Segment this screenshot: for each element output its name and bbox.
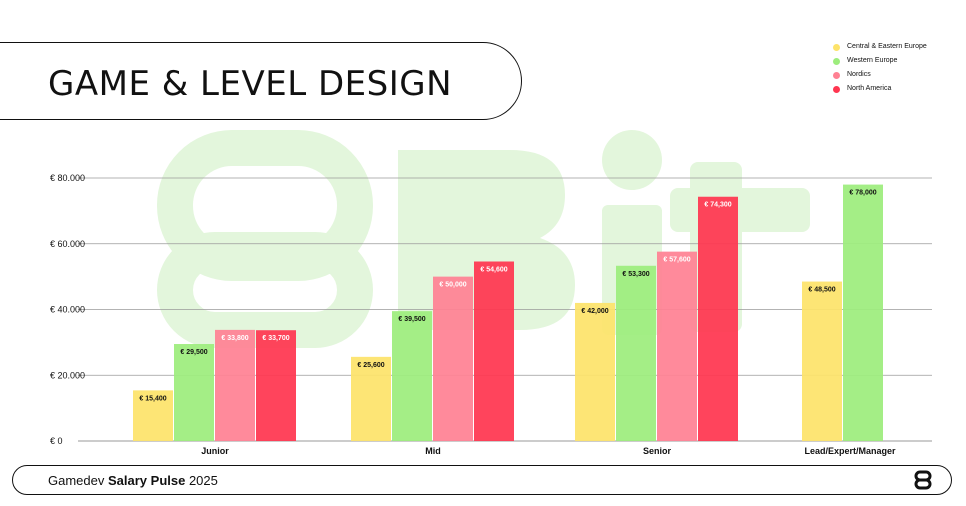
bar xyxy=(215,330,255,441)
bar xyxy=(802,282,842,441)
bar xyxy=(351,357,391,441)
footer-prefix: Gamedev xyxy=(48,473,104,488)
data-label: € 57,600 xyxy=(663,257,690,264)
y-tick-label: € 20.000 xyxy=(50,370,85,380)
data-label: € 15,400 xyxy=(139,395,166,402)
bar xyxy=(843,185,883,441)
bar xyxy=(698,197,738,441)
data-label: € 33,800 xyxy=(221,335,248,342)
footer-caption: Gamedev Salary Pulse 2025 xyxy=(48,473,218,488)
bar xyxy=(174,344,214,441)
bar xyxy=(256,330,296,441)
data-label: € 42,000 xyxy=(581,308,608,315)
data-label: € 48,500 xyxy=(808,287,835,294)
y-tick-label: € 0 xyxy=(50,436,63,446)
bar xyxy=(575,303,615,441)
footer-brand: Salary Pulse xyxy=(108,473,185,488)
data-label: € 78,000 xyxy=(849,190,876,197)
data-label: € 25,600 xyxy=(357,362,384,369)
y-tick-label: € 80.000 xyxy=(50,173,85,183)
data-label: € 29,500 xyxy=(180,349,207,356)
bar xyxy=(433,277,473,441)
bar xyxy=(616,266,656,441)
data-label: € 50,000 xyxy=(439,282,466,289)
bar-chart: € 0 € 20.000 € 40.000 € 60.000 € 80.000 € 15,… xyxy=(0,0,966,466)
bar xyxy=(392,311,432,441)
x-category-label: Mid xyxy=(425,446,441,456)
data-label: € 53,300 xyxy=(622,271,649,278)
data-label: € 54,600 xyxy=(480,267,507,274)
bar xyxy=(657,252,697,441)
y-tick-label: € 60.000 xyxy=(50,239,85,249)
data-label: € 33,700 xyxy=(262,335,289,342)
x-category-label: Senior xyxy=(643,446,672,456)
data-label: € 39,500 xyxy=(398,316,425,323)
8bit-logo-icon xyxy=(913,470,933,490)
x-category-label: Lead/Expert/Manager xyxy=(804,446,896,456)
bar xyxy=(474,262,514,441)
data-label: € 74,300 xyxy=(704,202,731,209)
footer-year: 2025 xyxy=(189,473,218,488)
x-category-label: Junior xyxy=(201,446,229,456)
y-tick-label: € 40.000 xyxy=(50,305,85,315)
